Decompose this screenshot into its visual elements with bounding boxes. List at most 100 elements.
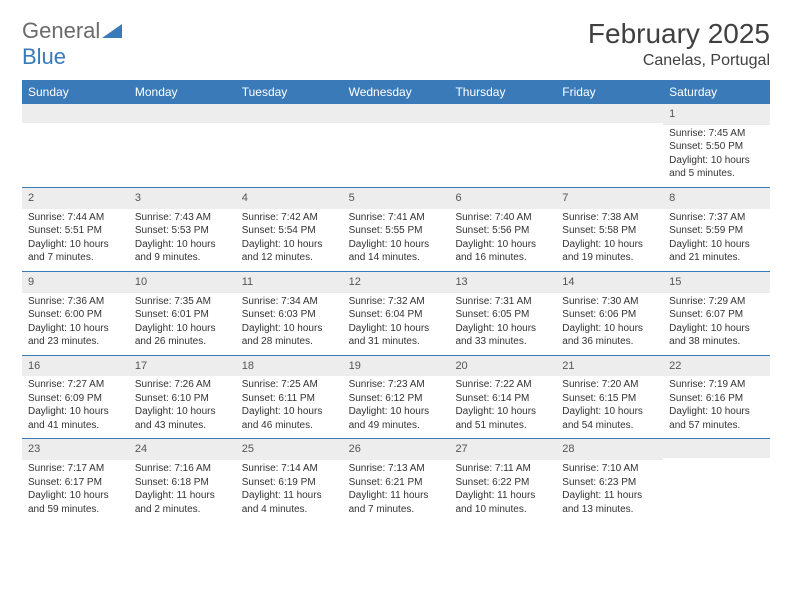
- day-details: Sunrise: 7:29 AMSunset: 6:07 PMDaylight:…: [663, 293, 770, 355]
- day-number: 26: [343, 439, 450, 460]
- day-details: Sunrise: 7:20 AMSunset: 6:15 PMDaylight:…: [556, 376, 663, 438]
- day-header: Wednesday: [343, 80, 450, 104]
- sunset-text: Sunset: 6:10 PM: [135, 392, 230, 406]
- daylight-text: Daylight: 11 hours and 4 minutes.: [242, 489, 337, 516]
- sunset-text: Sunset: 6:07 PM: [669, 308, 764, 322]
- day-number: [343, 104, 450, 123]
- calendar-week-row: 2Sunrise: 7:44 AMSunset: 5:51 PMDaylight…: [22, 187, 770, 271]
- brand-part1: General: [22, 18, 100, 43]
- day-number: 5: [343, 188, 450, 209]
- day-number: [129, 104, 236, 123]
- sunrise-text: Sunrise: 7:14 AM: [242, 462, 337, 476]
- calendar-week-row: 9Sunrise: 7:36 AMSunset: 6:00 PMDaylight…: [22, 271, 770, 355]
- daylight-text: Daylight: 10 hours and 54 minutes.: [562, 405, 657, 432]
- day-details: Sunrise: 7:41 AMSunset: 5:55 PMDaylight:…: [343, 209, 450, 271]
- sunset-text: Sunset: 6:18 PM: [135, 476, 230, 490]
- daylight-text: Daylight: 10 hours and 38 minutes.: [669, 322, 764, 349]
- calendar-day-cell: 15Sunrise: 7:29 AMSunset: 6:07 PMDayligh…: [663, 272, 770, 355]
- calendar-day-cell: 8Sunrise: 7:37 AMSunset: 5:59 PMDaylight…: [663, 188, 770, 271]
- sunset-text: Sunset: 6:03 PM: [242, 308, 337, 322]
- calendar-day-cell: 12Sunrise: 7:32 AMSunset: 6:04 PMDayligh…: [343, 272, 450, 355]
- daylight-text: Daylight: 11 hours and 13 minutes.: [562, 489, 657, 516]
- title-block: February 2025 Canelas, Portugal: [588, 18, 770, 70]
- header: General Blue February 2025 Canelas, Port…: [22, 18, 770, 70]
- calendar-day-cell: [556, 104, 663, 187]
- sunset-text: Sunset: 5:53 PM: [135, 224, 230, 238]
- day-number: 22: [663, 356, 770, 377]
- daylight-text: Daylight: 10 hours and 26 minutes.: [135, 322, 230, 349]
- calendar-body: 1Sunrise: 7:45 AMSunset: 5:50 PMDaylight…: [22, 104, 770, 522]
- sunset-text: Sunset: 6:00 PM: [28, 308, 123, 322]
- day-header: Tuesday: [236, 80, 343, 104]
- calendar-day-cell: 5Sunrise: 7:41 AMSunset: 5:55 PMDaylight…: [343, 188, 450, 271]
- day-number: [236, 104, 343, 123]
- calendar-day-cell: 10Sunrise: 7:35 AMSunset: 6:01 PMDayligh…: [129, 272, 236, 355]
- sunset-text: Sunset: 5:58 PM: [562, 224, 657, 238]
- sunset-text: Sunset: 6:23 PM: [562, 476, 657, 490]
- daylight-text: Daylight: 10 hours and 33 minutes.: [455, 322, 550, 349]
- day-number: 16: [22, 356, 129, 377]
- day-details: Sunrise: 7:16 AMSunset: 6:18 PMDaylight:…: [129, 460, 236, 522]
- sunrise-text: Sunrise: 7:13 AM: [349, 462, 444, 476]
- daylight-text: Daylight: 10 hours and 46 minutes.: [242, 405, 337, 432]
- sunset-text: Sunset: 6:01 PM: [135, 308, 230, 322]
- sunrise-text: Sunrise: 7:34 AM: [242, 295, 337, 309]
- day-number: 7: [556, 188, 663, 209]
- day-number: 15: [663, 272, 770, 293]
- calendar-day-cell: 6Sunrise: 7:40 AMSunset: 5:56 PMDaylight…: [449, 188, 556, 271]
- sunset-text: Sunset: 6:04 PM: [349, 308, 444, 322]
- day-details: Sunrise: 7:14 AMSunset: 6:19 PMDaylight:…: [236, 460, 343, 522]
- sunset-text: Sunset: 6:11 PM: [242, 392, 337, 406]
- sunset-text: Sunset: 6:16 PM: [669, 392, 764, 406]
- calendar-day-cell: [663, 439, 770, 522]
- sunset-text: Sunset: 6:15 PM: [562, 392, 657, 406]
- calendar-day-cell: 20Sunrise: 7:22 AMSunset: 6:14 PMDayligh…: [449, 356, 556, 439]
- day-details: Sunrise: 7:25 AMSunset: 6:11 PMDaylight:…: [236, 376, 343, 438]
- sunset-text: Sunset: 6:14 PM: [455, 392, 550, 406]
- day-details: Sunrise: 7:11 AMSunset: 6:22 PMDaylight:…: [449, 460, 556, 522]
- day-number: 12: [343, 272, 450, 293]
- brand-part2: Blue: [22, 44, 66, 69]
- sunset-text: Sunset: 6:12 PM: [349, 392, 444, 406]
- daylight-text: Daylight: 10 hours and 5 minutes.: [669, 154, 764, 181]
- sunrise-text: Sunrise: 7:36 AM: [28, 295, 123, 309]
- sunset-text: Sunset: 6:21 PM: [349, 476, 444, 490]
- daylight-text: Daylight: 11 hours and 10 minutes.: [455, 489, 550, 516]
- calendar: SundayMondayTuesdayWednesdayThursdayFrid…: [22, 80, 770, 522]
- calendar-day-cell: 13Sunrise: 7:31 AMSunset: 6:05 PMDayligh…: [449, 272, 556, 355]
- calendar-day-cell: 28Sunrise: 7:10 AMSunset: 6:23 PMDayligh…: [556, 439, 663, 522]
- day-details: Sunrise: 7:10 AMSunset: 6:23 PMDaylight:…: [556, 460, 663, 522]
- sunrise-text: Sunrise: 7:38 AM: [562, 211, 657, 225]
- daylight-text: Daylight: 10 hours and 43 minutes.: [135, 405, 230, 432]
- day-details: Sunrise: 7:17 AMSunset: 6:17 PMDaylight:…: [22, 460, 129, 522]
- calendar-day-cell: 19Sunrise: 7:23 AMSunset: 6:12 PMDayligh…: [343, 356, 450, 439]
- calendar-day-cell: 3Sunrise: 7:43 AMSunset: 5:53 PMDaylight…: [129, 188, 236, 271]
- calendar-day-cell: 27Sunrise: 7:11 AMSunset: 6:22 PMDayligh…: [449, 439, 556, 522]
- day-number: 1: [663, 104, 770, 125]
- day-number: [22, 104, 129, 123]
- day-details: Sunrise: 7:43 AMSunset: 5:53 PMDaylight:…: [129, 209, 236, 271]
- day-number: 18: [236, 356, 343, 377]
- sunset-text: Sunset: 6:05 PM: [455, 308, 550, 322]
- sunrise-text: Sunrise: 7:19 AM: [669, 378, 764, 392]
- calendar-day-cell: 1Sunrise: 7:45 AMSunset: 5:50 PMDaylight…: [663, 104, 770, 187]
- daylight-text: Daylight: 10 hours and 21 minutes.: [669, 238, 764, 265]
- calendar-week-row: 1Sunrise: 7:45 AMSunset: 5:50 PMDaylight…: [22, 104, 770, 187]
- day-details: Sunrise: 7:19 AMSunset: 6:16 PMDaylight:…: [663, 376, 770, 438]
- brand-logo: General Blue: [22, 18, 122, 70]
- calendar-day-cell: 23Sunrise: 7:17 AMSunset: 6:17 PMDayligh…: [22, 439, 129, 522]
- calendar-day-cell: 14Sunrise: 7:30 AMSunset: 6:06 PMDayligh…: [556, 272, 663, 355]
- sunrise-text: Sunrise: 7:25 AM: [242, 378, 337, 392]
- day-details: Sunrise: 7:37 AMSunset: 5:59 PMDaylight:…: [663, 209, 770, 271]
- sunrise-text: Sunrise: 7:41 AM: [349, 211, 444, 225]
- sunrise-text: Sunrise: 7:32 AM: [349, 295, 444, 309]
- sunrise-text: Sunrise: 7:23 AM: [349, 378, 444, 392]
- sunrise-text: Sunrise: 7:16 AM: [135, 462, 230, 476]
- day-details: Sunrise: 7:36 AMSunset: 6:00 PMDaylight:…: [22, 293, 129, 355]
- sunrise-text: Sunrise: 7:29 AM: [669, 295, 764, 309]
- daylight-text: Daylight: 10 hours and 16 minutes.: [455, 238, 550, 265]
- day-number: 23: [22, 439, 129, 460]
- day-details: Sunrise: 7:22 AMSunset: 6:14 PMDaylight:…: [449, 376, 556, 438]
- day-number: 11: [236, 272, 343, 293]
- day-header: Saturday: [663, 80, 770, 104]
